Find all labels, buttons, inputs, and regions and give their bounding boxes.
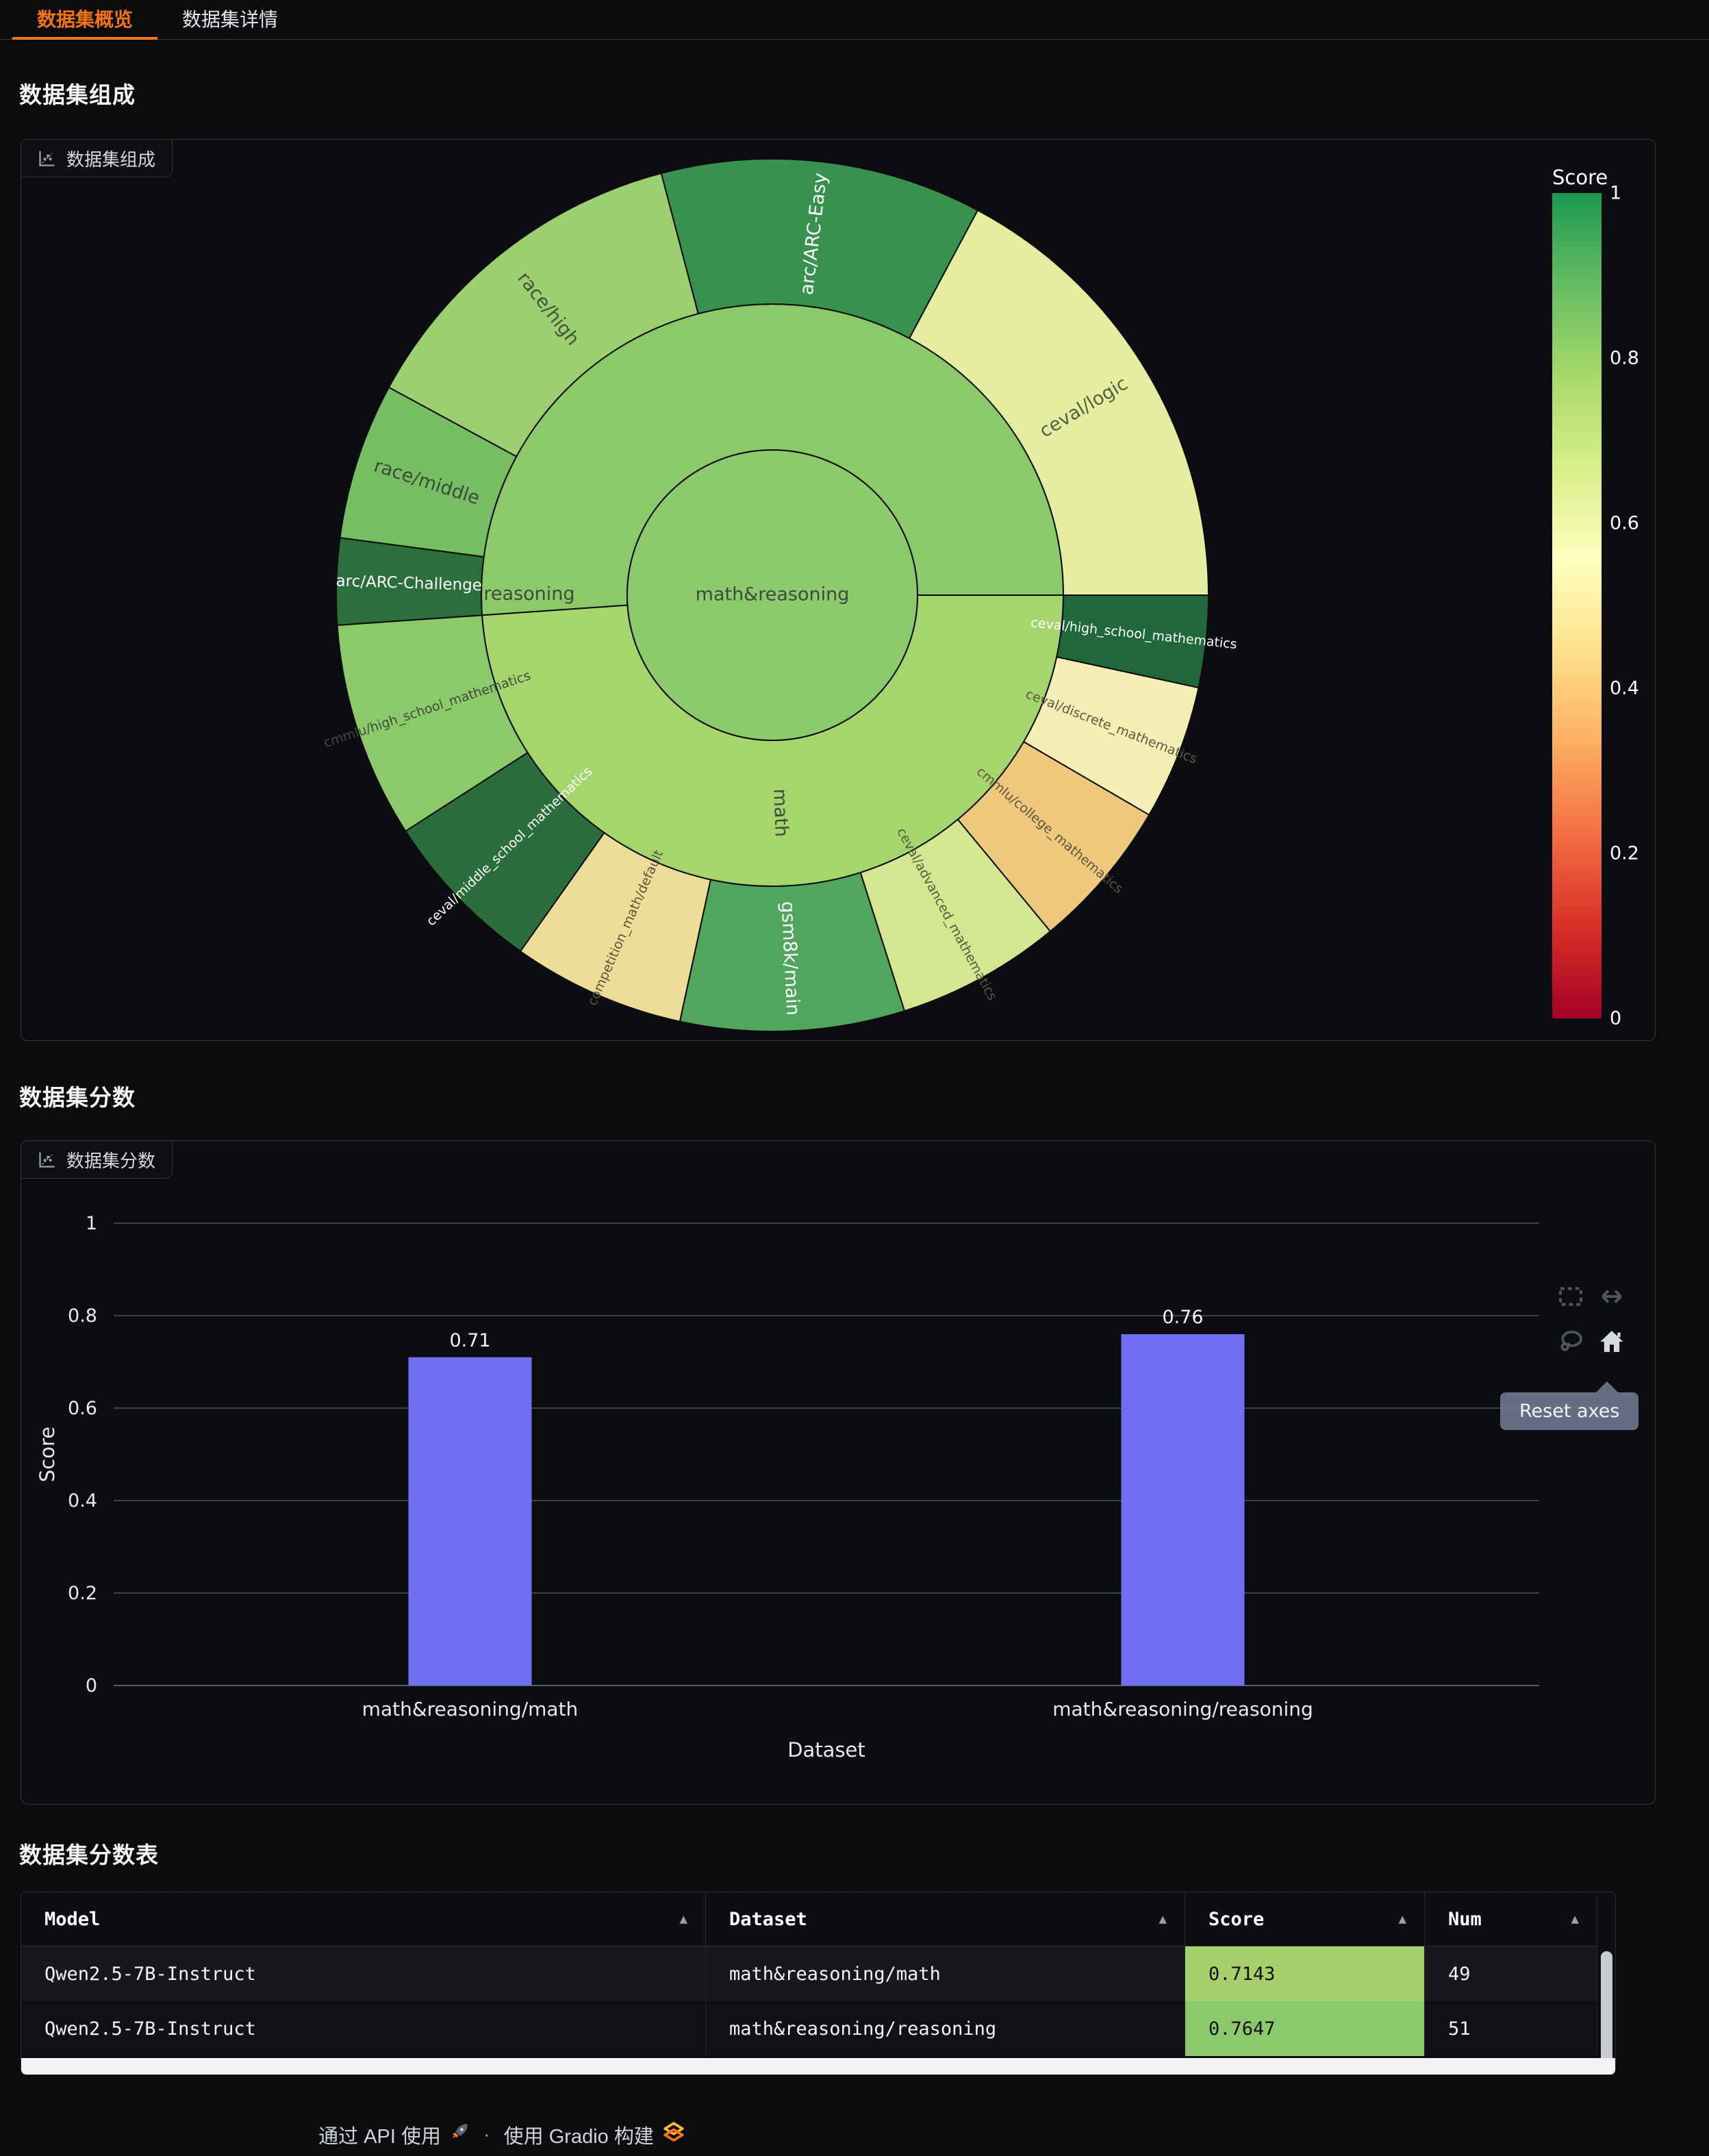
plot-label-composition: 数据集组成 (21, 140, 173, 177)
lasso-select-icon[interactable] (1555, 1326, 1586, 1357)
y-tick-label: 0.4 (68, 1490, 97, 1512)
plot-label-text: 数据集分数 (66, 1150, 156, 1171)
horizontal-scrollbar[interactable] (21, 2058, 1615, 2074)
y-tick-label: 0.2 (68, 1583, 97, 1604)
box-select-icon[interactable] (1555, 1281, 1586, 1312)
tabbar: 数据集概览 数据集详情 (0, 0, 1709, 40)
x-tick-label: math&reasoning/math (362, 1698, 579, 1720)
table-row: Qwen2.5-7B-Instruct math&reasoning/math 0.… (21, 1946, 1597, 2001)
bar-math&reasoning/reasoning[interactable] (1121, 1334, 1245, 1685)
bar-value-label: 0.71 (449, 1330, 490, 1351)
column-label: Dataset (729, 1908, 807, 1930)
sort-asc-icon[interactable]: ▲ (1398, 1911, 1406, 1927)
colorbar-tick: 0.6 (1610, 512, 1639, 534)
colorbar-tick: 0.2 (1610, 842, 1639, 864)
y-tick-label: 0 (86, 1675, 97, 1696)
bar-value-label: 0.76 (1162, 1307, 1203, 1328)
sunburst-segment-ceval/logic[interactable] (908, 209, 1210, 596)
built-with-gradio-label: 使用 Gradio 构建 (503, 2126, 654, 2148)
tab-dataset-overview[interactable]: 数据集概览 (12, 0, 158, 40)
cell-score[interactable]: 0.7143 (1185, 1946, 1425, 2001)
column-label: Model (45, 1908, 101, 1930)
column-header-num[interactable]: Num ▲ (1425, 1892, 1597, 1946)
colorbar-tick: 0.8 (1610, 347, 1639, 369)
footer-separator: · (483, 2123, 490, 2146)
chart-icon (38, 149, 57, 168)
colorbar-tick: 1 (1610, 182, 1622, 204)
y-tick-label: 1 (86, 1213, 97, 1234)
table-body: Qwen2.5-7B-Instruct math&reasoning/math 0.… (21, 1946, 1597, 2056)
sunburst-segment-ceval/high_school_mathematics[interactable] (1056, 594, 1210, 689)
colorbar-gradient (1552, 193, 1602, 1018)
sunburst-center-label: math&reasoning (696, 584, 850, 605)
built-with-gradio-link[interactable]: 使用 Gradio 构建 (504, 2120, 685, 2149)
table-row: Qwen2.5-7B-Instruct math&reasoning/reason… (21, 2001, 1597, 2056)
colorbar-tick: 0.4 (1610, 677, 1639, 699)
bar-math&reasoning/math[interactable] (408, 1357, 532, 1685)
section-title-scores: 数据集分数 (19, 1085, 136, 1110)
rocket-icon (449, 2122, 470, 2148)
cell-dataset[interactable]: math&reasoning/math (706, 1946, 1185, 2001)
cell-num[interactable]: 51 (1425, 2001, 1597, 2056)
y-tick-label: 0.8 (68, 1305, 97, 1327)
colorbar-tick: 0 (1610, 1007, 1622, 1029)
sunburst-label: math (769, 788, 792, 838)
footer: 通过 API 使用 · 使用 Gradio 构建 (0, 2120, 1004, 2149)
column-header-score[interactable]: Score ▲ (1185, 1892, 1425, 1946)
sort-asc-icon[interactable]: ▲ (679, 1911, 687, 1927)
column-label: Num (1448, 1908, 1482, 1930)
cell-model[interactable]: Qwen2.5-7B-Instruct (21, 1946, 706, 2001)
home-icon[interactable] (1596, 1326, 1628, 1357)
scores-table: Model ▲ Dataset ▲ Score ▲ Num ▲ Qwen2.5-… (21, 1892, 1616, 2075)
plot-label-scores: 数据集分数 (21, 1141, 173, 1179)
plot-label-text: 数据集组成 (66, 149, 156, 170)
sort-asc-icon[interactable]: ▲ (1571, 1911, 1579, 1927)
cell-model[interactable]: Qwen2.5-7B-Instruct (21, 2001, 706, 2056)
cell-dataset[interactable]: math&reasoning/reasoning (706, 2001, 1185, 2056)
bar-chart: 0 0.2 0.4 0.6 0.8 1 0.71 math&reasoning/math 0.7… (36, 1213, 1539, 1762)
autoscale-icon[interactable] (1596, 1281, 1628, 1312)
column-header-model[interactable]: Model ▲ (21, 1892, 706, 1946)
tab-dataset-details[interactable]: 数据集详情 (157, 0, 303, 40)
sort-asc-icon[interactable]: ▲ (1159, 1911, 1167, 1927)
scores-panel: 数据集分数 0 0.2 0.4 0.6 0.8 1 0.71 math&reasoning/m… (21, 1140, 1656, 1805)
gradio-logo-icon (662, 2120, 685, 2149)
sunburst-label: reasoning (483, 584, 574, 605)
y-tick-label: 0.6 (68, 1398, 97, 1419)
cell-num[interactable]: 49 (1425, 1946, 1597, 2001)
sunburst-chart: reasoningmathceval/logicarc/ARC-Easyrace… (322, 158, 1238, 1032)
composition-panel: 数据集组成 reasoning math ceval/logic arc/ARC-Ea… (21, 139, 1656, 1041)
x-axis-title: Dataset (787, 1738, 865, 1762)
chart-icon (38, 1150, 57, 1169)
column-header-dataset[interactable]: Dataset ▲ (706, 1892, 1185, 1946)
section-title-composition: 数据集组成 (19, 82, 136, 108)
section-title-table: 数据集分数表 (19, 1842, 159, 1868)
use-via-api-link[interactable]: 通过 API 使用 (318, 2120, 470, 2149)
table-header-row: Model ▲ Dataset ▲ Score ▲ Num ▲ (21, 1892, 1597, 1946)
sunburst-center[interactable] (626, 449, 918, 741)
x-tick-label: math&reasoning/reasoning (1052, 1698, 1313, 1720)
y-axis-title: Score (36, 1427, 59, 1482)
column-label: Score (1208, 1908, 1265, 1930)
cell-score[interactable]: 0.7647 (1185, 2001, 1425, 2056)
plotly-modebar (1555, 1281, 1628, 1357)
reset-axes-tooltip: Reset axes (1500, 1381, 1639, 1430)
vertical-scrollbar[interactable] (1601, 1951, 1612, 2074)
use-via-api-label: 通过 API 使用 (318, 2126, 441, 2148)
colorbar-title: Score (1552, 166, 1608, 189)
